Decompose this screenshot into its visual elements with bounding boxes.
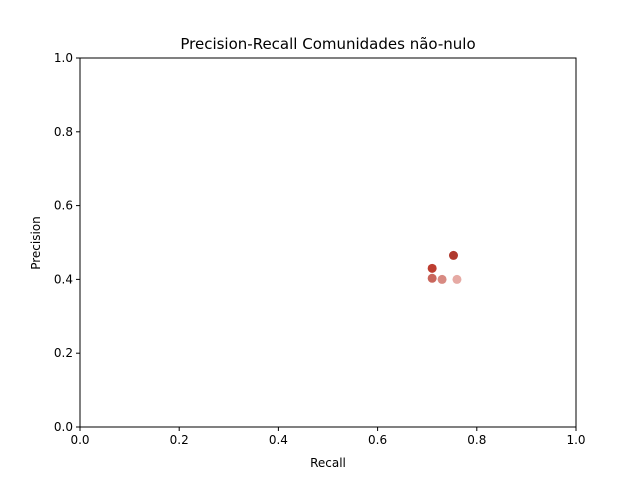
x-tick-label: 0.2 bbox=[170, 433, 189, 447]
y-tick-label: 0.0 bbox=[54, 420, 73, 434]
scatter-point bbox=[427, 273, 437, 283]
x-tick-label: 0.6 bbox=[368, 433, 387, 447]
x-tick-label: 1.0 bbox=[566, 433, 585, 447]
y-axis-label: Precision bbox=[29, 216, 43, 270]
y-tick-label: 1.0 bbox=[54, 51, 73, 65]
scatter-point bbox=[452, 274, 462, 284]
x-axis-label: Recall bbox=[310, 456, 346, 470]
x-tick-label: 0.4 bbox=[269, 433, 288, 447]
scatter-point bbox=[437, 274, 447, 284]
scatter-point bbox=[427, 263, 437, 273]
chart-title: Precision-Recall Comunidades não-nulo bbox=[180, 35, 475, 53]
y-axis-ticks: 0.0 0.2 0.4 0.6 0.8 1.0 bbox=[54, 51, 80, 434]
y-tick-label: 0.4 bbox=[54, 272, 73, 286]
x-tick-label: 0.8 bbox=[467, 433, 486, 447]
scatter-points bbox=[427, 250, 462, 284]
plot-frame bbox=[79, 57, 577, 428]
scatter-point bbox=[448, 250, 458, 260]
x-axis-ticks: 0.0 0.2 0.4 0.6 0.8 1.0 bbox=[70, 427, 586, 447]
y-tick-label: 0.2 bbox=[54, 346, 73, 360]
x-tick-label: 0.0 bbox=[70, 433, 89, 447]
y-tick-label: 0.8 bbox=[54, 125, 73, 139]
y-tick-label: 0.6 bbox=[54, 199, 73, 213]
